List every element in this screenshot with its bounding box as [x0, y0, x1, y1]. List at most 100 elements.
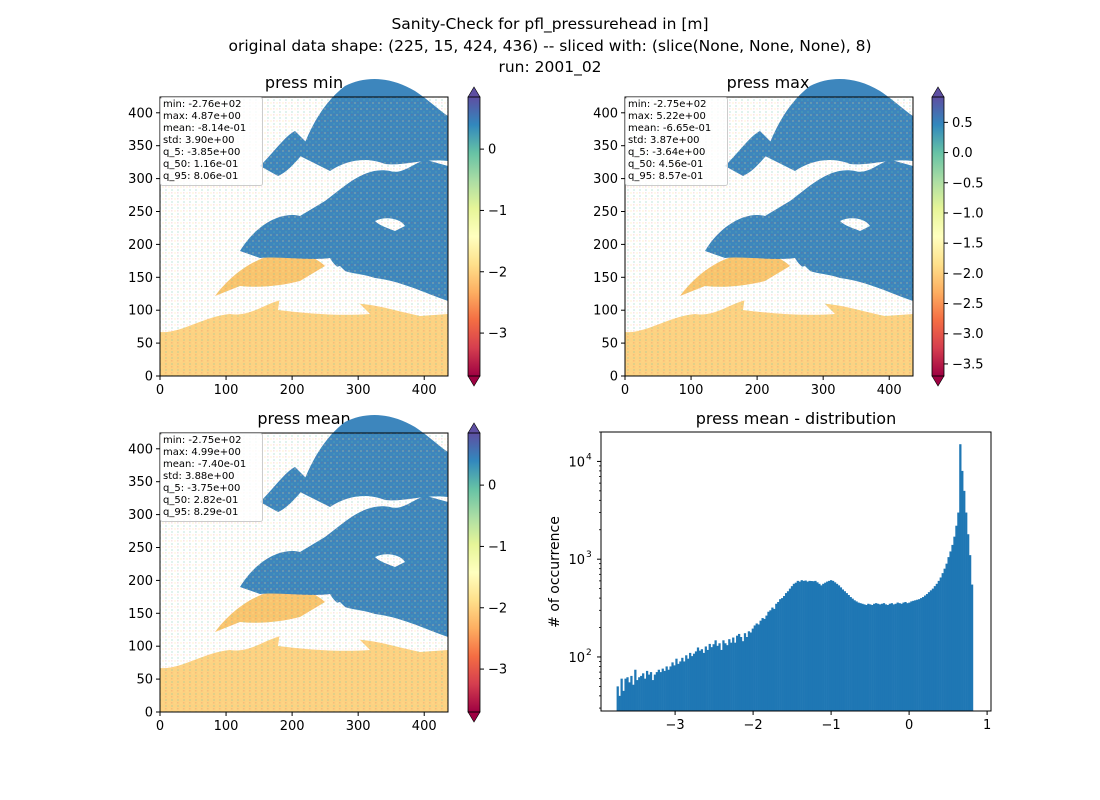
stats-box-background: [625, 97, 728, 186]
histogram-bar: [638, 677, 641, 711]
panel-title: press mean: [257, 409, 350, 428]
map-frame: [159, 432, 449, 713]
histogram-bar: [763, 618, 766, 711]
colorbar-tick-label: −2: [488, 601, 507, 616]
histogram-bar: [861, 603, 864, 711]
histogram-bar: [873, 603, 876, 711]
y-tick-label: 10: [568, 651, 585, 666]
histogram-bar: [749, 632, 752, 711]
histogram-bar: [751, 628, 754, 711]
histogram-bar: [745, 636, 749, 711]
histogram-bar: [967, 534, 970, 711]
stats-box-background: [160, 433, 263, 522]
histogram-bar: [671, 662, 674, 711]
histogram-bar: [698, 650, 702, 711]
histogram-bar: [743, 633, 747, 711]
histogram-bar: [767, 611, 770, 711]
map-x-ticks: 0 100 200 300 400: [156, 376, 437, 398]
histogram-bar: [894, 603, 897, 711]
stats-line: q_5: -3.75e+00: [163, 483, 240, 494]
panel-title: press min: [265, 73, 343, 92]
histogram-bar: [736, 635, 739, 711]
stats-line: std: 3.87e+00: [628, 135, 700, 146]
histogram-bar: [690, 656, 694, 711]
stats-line: q_50: 4.56e-01: [628, 159, 703, 170]
histogram-bar: [665, 666, 668, 711]
histogram-bar: [634, 669, 637, 711]
histogram-bar: [810, 581, 813, 711]
x-tick-label: 100: [214, 719, 239, 734]
histogram-bar: [816, 582, 819, 711]
colorbar: 0 −1 −2 −3: [467, 422, 507, 723]
histogram-bar: [957, 512, 960, 711]
histogram-bar: [626, 677, 629, 711]
histogram-bar: [865, 604, 868, 711]
histogram-bar: [929, 590, 933, 711]
histogram-bar: [779, 599, 782, 711]
histogram-bar: [661, 668, 664, 711]
colorbar-tick-label: −0.5: [952, 176, 984, 191]
histogram-bar: [808, 580, 811, 711]
y-tick-label: 300: [593, 172, 618, 187]
x-tick-label: 400: [412, 383, 437, 398]
histogram-bar: [875, 603, 878, 711]
histogram-bar: [702, 652, 706, 711]
histogram-bar: [726, 645, 729, 711]
histogram-bar: [824, 582, 827, 711]
y-tick-label: 200: [128, 238, 153, 253]
x-tick-label: 0: [156, 719, 164, 734]
histogram-bar: [871, 604, 874, 711]
stats-line: q_50: 2.82e-01: [163, 495, 238, 506]
histogram-bar: [696, 647, 700, 711]
histogram-bar: [835, 583, 839, 711]
histogram-bar: [755, 623, 758, 711]
histogram-bar: [718, 643, 721, 711]
histogram-y-label: # of occurrence: [547, 516, 563, 628]
x-tick-label: −3: [666, 718, 685, 733]
histogram-bar: [732, 637, 735, 711]
histogram-bar: [663, 670, 666, 711]
map-panel-3: press mean 0 100 200 300 400 0 50 100 150 200 250 30…: [128, 409, 507, 734]
histogram-bar: [969, 555, 972, 711]
colorbar-tick-label: −2: [488, 265, 507, 280]
histogram-bar: [800, 580, 803, 711]
histogram-bar: [833, 582, 837, 711]
histogram-bar: [935, 583, 938, 711]
histogram-bar: [908, 602, 911, 711]
histogram-bar: [963, 490, 966, 711]
histogram-bar: [630, 675, 633, 711]
colorbar: 0 −1 −2 −3: [467, 86, 507, 387]
colorbar-tick-label: −3: [488, 663, 507, 678]
histogram-bar: [955, 525, 958, 711]
colorbar-tick-label: −2.5: [952, 297, 984, 312]
histogram-bar: [694, 651, 698, 711]
histogram-bar: [847, 595, 850, 711]
colorbar: 0.5 0.0 −0.5 −1.0 −1.5 −2.0 −2.5 −3.0 −3.5: [931, 86, 984, 387]
histogram-bar: [679, 661, 682, 711]
histogram-bar: [675, 658, 678, 711]
histogram-bar: [904, 601, 907, 711]
stats-line: std: 3.90e+00: [163, 135, 235, 146]
histogram-bar: [961, 470, 964, 711]
map-panel-2: press max 0 100 200 300 400 0 50 100 150 200 250 300…: [593, 73, 983, 398]
figure-title-line-2: original data shape: (225, 15, 424, 436)…: [228, 37, 871, 55]
histogram-bar: [933, 586, 937, 711]
histogram-bar: [892, 604, 895, 711]
histogram-bar: [855, 601, 858, 711]
histogram-bar: [618, 695, 621, 711]
colorbar-frame: [467, 432, 481, 713]
y-tick-label: 400: [593, 106, 618, 121]
x-tick-label: 0: [621, 383, 629, 398]
histogram-bar: [863, 604, 866, 711]
histogram-bar: [784, 593, 788, 711]
histogram-bar: [945, 563, 948, 711]
y-tick-label: 400: [128, 106, 153, 121]
histogram-bar: [830, 580, 833, 711]
histogram-bars: [616, 444, 974, 711]
histogram-bar: [898, 603, 901, 711]
histogram-bar: [828, 580, 831, 711]
x-tick-label: 0: [905, 718, 913, 733]
colorbar-tick-label: −2.0: [952, 267, 984, 282]
